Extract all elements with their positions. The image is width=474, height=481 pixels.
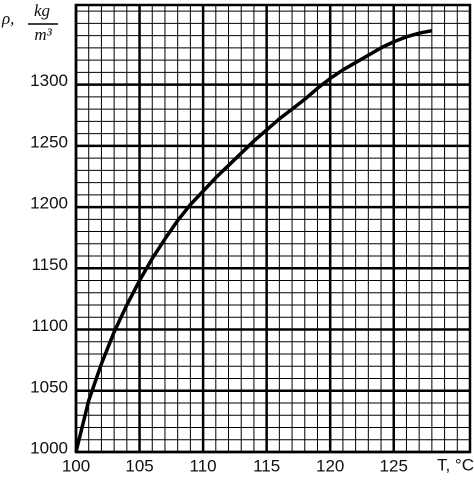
plot-frame [74,3,472,454]
y-label-symbol: ρ, [1,9,14,28]
x-tick-label: 115 [253,456,280,475]
y-tick-label: 1100 [31,316,68,335]
y-tick-label: 1000 [30,438,68,457]
y-label-numerator: kg [34,1,50,20]
x-tick-label: 120 [316,456,344,475]
y-tick-label: 1200 [30,194,68,213]
x-tick-label: 125 [380,456,408,475]
x-tick-label: 100 [62,456,90,475]
x-axis-label: T, °C [437,455,474,474]
y-tick-label: 1300 [30,71,68,90]
y-tick-label: 1150 [31,255,68,274]
y-label-denominator: m³ [34,25,52,44]
x-tick-label: 110 [190,456,217,475]
x-tick-label: 105 [125,456,153,475]
y-axis-label: ρ, kg m³ [1,1,58,44]
y-tick-label: 1050 [30,377,68,396]
curve [74,28,433,453]
y-tick-label: 1250 [30,132,68,151]
